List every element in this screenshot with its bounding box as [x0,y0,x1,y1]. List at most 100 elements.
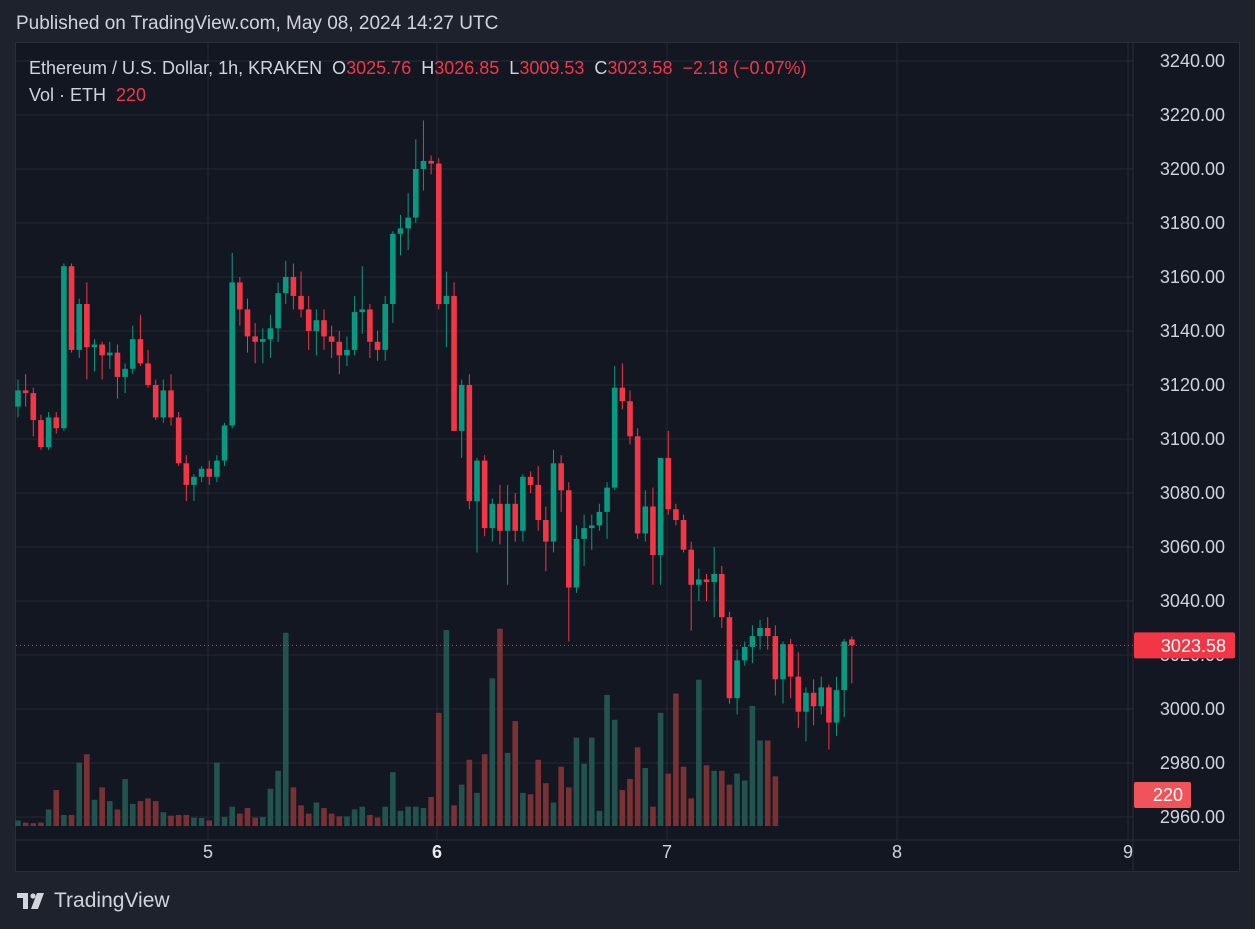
volume-bar [420,808,427,826]
candle-body [451,295,457,431]
candle-body [764,628,771,637]
candle-body [38,420,44,448]
candle-body [61,266,67,429]
volume-bar [650,806,656,826]
volume-bar [435,712,442,826]
candle-body [175,417,182,464]
volume-bar [550,802,557,826]
candle-body [390,233,396,304]
candle-body [45,417,52,448]
volume-bar [53,790,60,826]
volume-bar [260,817,266,826]
volume-bar [198,817,205,826]
volume-bar [764,740,771,826]
candle-body [566,490,572,588]
volume-bar [627,779,633,826]
price-tick-label: 3140.00 [1160,321,1225,341]
volume-bar [336,816,343,826]
candle-body [229,282,235,426]
candle-body [680,520,687,550]
price-tick-label: 2980.00 [1160,753,1225,773]
volume-bar [703,765,710,826]
tradingview-brand[interactable]: TradingView [17,889,170,913]
candle-body [642,506,649,534]
candle-body [68,266,75,350]
candle-body [619,387,626,402]
candle-body [420,160,427,169]
candle-body [129,339,136,369]
time-tick-label: 9 [1123,842,1133,862]
volume-bar [504,752,511,826]
candle-body [795,676,802,712]
candle-body [550,463,557,542]
candle-body [818,687,825,707]
volume-bar [206,820,213,826]
volume-legend[interactable]: Vol · ETH 220 [29,85,146,106]
candle-body [527,476,534,485]
candle-body [741,646,748,661]
time-tick-label: 7 [662,842,672,862]
volume-bar [543,783,549,826]
volume-bar [566,787,572,826]
candle-body [405,217,411,229]
last-price-tag [1134,632,1235,659]
open-value: 3025.76 [346,58,412,78]
volume-bar [282,632,289,826]
volume-bar [757,740,763,826]
symbol-title[interactable]: Ethereum / U.S. Dollar, 1h, KRAKEN [29,58,323,78]
price-axis: 3240.00 3220.00 3200.00 3180.00 3160.00 3140.… [1160,51,1225,827]
candle-body [749,636,756,647]
volume-bar [252,817,258,826]
candle-body [221,425,228,461]
brand-name: TradingView [54,889,170,912]
candle-body [91,344,98,348]
volume-bar [390,772,396,826]
volume-bar [696,679,702,826]
candle-body [726,617,733,699]
high-label: H [421,58,435,78]
chart-pane[interactable] [15,42,1240,872]
candle-body [627,401,633,437]
candle-body [581,528,587,539]
candle-body [588,525,595,529]
candle-body [466,385,473,502]
open-label: O [332,58,347,78]
volume-bar [221,817,228,826]
candle-body [780,644,786,680]
volume-bar [359,806,366,826]
candle-body [137,339,144,364]
candle-body [321,320,327,337]
symbol-legend[interactable]: Ethereum / U.S. Dollar, 1h, KRAKEN O3025.… [29,58,807,79]
time-axis: 5 6 7 8 9 [203,842,1133,862]
candle-body [596,511,603,526]
candle-body [826,687,832,723]
volume-bar [367,814,373,826]
price-tick-label: 3200.00 [1160,159,1225,179]
volume-bar [344,816,350,826]
price-tick-label: 3000.00 [1160,699,1225,719]
candle-body [237,282,243,310]
candle-body [168,390,174,418]
candle-body [252,336,258,342]
candle-body [719,574,725,618]
candle-body [474,460,480,502]
candle-body [351,312,358,350]
time-tick-label: 8 [892,842,902,862]
volume-bar [168,815,174,826]
candle-body [611,387,618,488]
candle-body [328,336,335,342]
candle-body [688,549,694,585]
volume-bar [443,630,450,826]
volume-bar [512,721,519,826]
volume-bars [15,628,779,826]
candle-body [734,660,740,699]
candle-body [443,295,450,304]
candle-body [543,520,549,542]
volume-bar [581,763,587,826]
volume-bar [520,792,526,826]
price-tick-label: 3240.00 [1160,51,1225,71]
candle-body [757,628,763,637]
volume-bar [466,759,473,826]
volume-label[interactable]: Vol · ETH [29,85,107,105]
